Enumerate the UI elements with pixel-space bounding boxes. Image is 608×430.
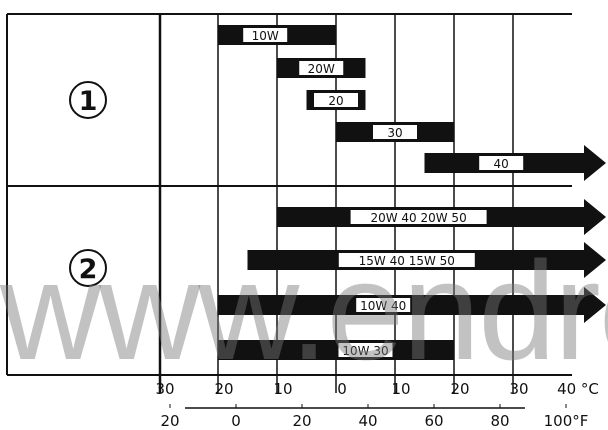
row-label-2-text: 2 (79, 254, 98, 285)
fahrenheit-tick-label: 40 (358, 412, 377, 430)
celsius-tick-label: 10 (273, 380, 292, 398)
bar-label: 10W 30 (342, 344, 388, 358)
bar-label: 10W (252, 29, 279, 43)
fahrenheit-tick-label: 60 (424, 412, 443, 430)
viscosity-bar: 10W (218, 25, 336, 45)
viscosity-bar: 20W 40 20W 50 (277, 199, 606, 235)
viscosity-bar: 40 (424, 145, 606, 181)
bar-label-box (479, 156, 524, 170)
row-label-1: 1 (69, 81, 107, 119)
bar-label: 10W 40 (360, 299, 406, 313)
bar-label: 20W (308, 62, 335, 76)
viscosity-bar: 10W 30 (218, 340, 454, 360)
arrow-head (584, 242, 606, 278)
fahrenheit-tick-label: 80 (490, 412, 509, 430)
fahrenheit-tick-label: 20 (292, 412, 311, 430)
celsius-tick-label: 30 (509, 380, 528, 398)
viscosity-bar: 20W (277, 58, 366, 78)
fahrenheit-tick-label: 100°F (544, 412, 589, 430)
bar-label: 30 (387, 126, 402, 140)
viscosity-bar: 10W 40 (218, 287, 606, 323)
bar-label-box (299, 61, 344, 75)
viscosity-bars: 10W 20W 20 30 40 20W 40 20W 50 15W 40 15W 50 10… (218, 25, 606, 360)
bar-label: 20 (328, 94, 343, 108)
bar-body (218, 340, 454, 360)
bar-label-box (314, 93, 358, 107)
bar-label-box (350, 210, 487, 224)
celsius-tick-label: 20 (450, 380, 469, 398)
row-label-1-circle (69, 81, 107, 119)
viscosity-bar: 20 (306, 90, 366, 110)
temperature-gridlines (217, 14, 514, 393)
bar-label-box (356, 298, 411, 312)
arrow-head (584, 199, 606, 235)
arrow-head (584, 145, 606, 181)
bar-label-box (243, 28, 288, 42)
celsius-tick-label: 10 (391, 380, 410, 398)
grid-lines (6, 13, 572, 409)
fahrenheit-axis: 20 0 20 40 60 80 100°F (160, 404, 588, 430)
arrow-head (584, 287, 606, 323)
bar-label: 15W 40 15W 50 (359, 254, 455, 268)
viscosity-bar: 15W 40 15W 50 (247, 242, 606, 278)
row-label-1-text: 1 (79, 86, 98, 117)
viscosity-bar: 30 (336, 122, 454, 142)
bar-label-box (338, 253, 475, 267)
fahrenheit-tick-label: 0 (231, 412, 241, 430)
celsius-tick-label: 30 (155, 380, 174, 398)
celsius-axis: 30 20 10 0 10 20 30 40 °C (155, 380, 598, 398)
celsius-tick-label: 0 (337, 380, 347, 398)
row-label-2-circle (69, 249, 107, 287)
bar-label: 20W 40 20W 50 (370, 211, 466, 225)
bar-label: 40 (494, 157, 509, 171)
row-label-2: 2 (69, 249, 107, 287)
celsius-tick-label: 20 (214, 380, 233, 398)
bar-label-box (373, 125, 417, 139)
bar-label-box (338, 343, 393, 357)
fahrenheit-tick-label: 20 (160, 412, 179, 430)
celsius-tick-label: 40 °C (557, 380, 599, 398)
